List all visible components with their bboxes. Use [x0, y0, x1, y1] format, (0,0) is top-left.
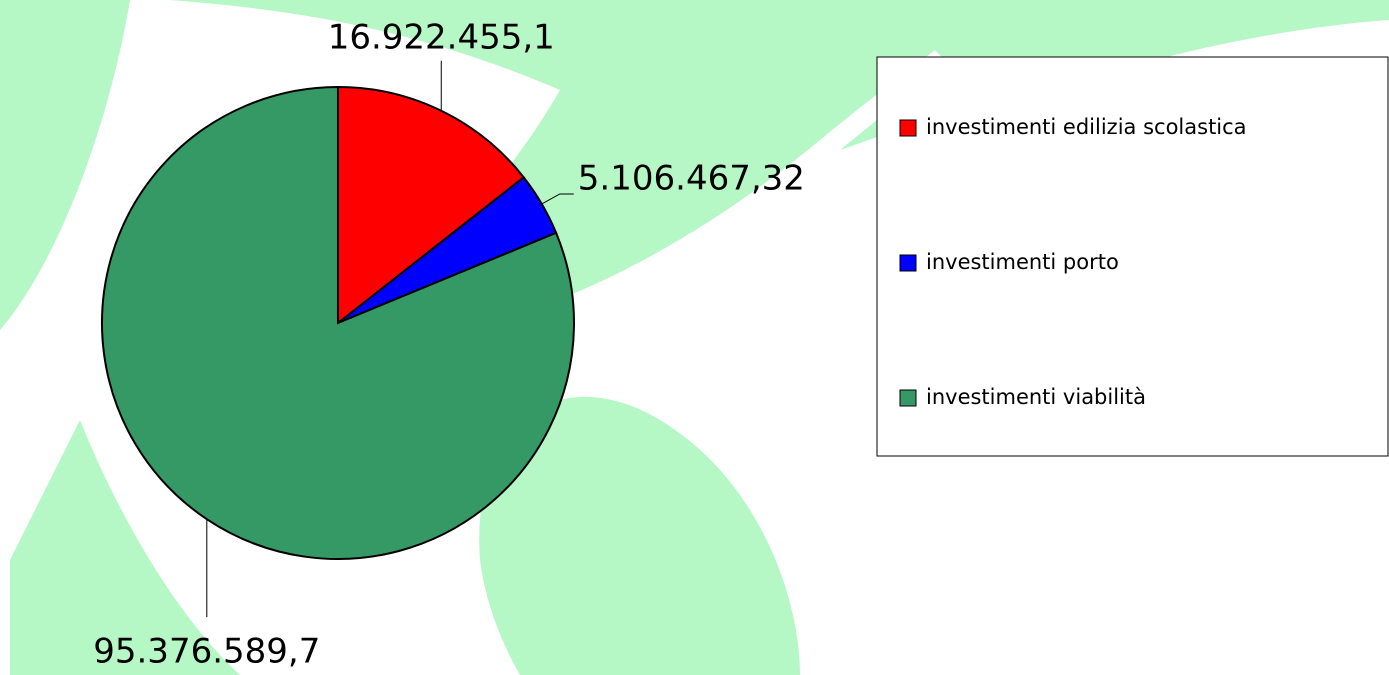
legend-swatch [900, 120, 916, 136]
legend-swatch [900, 390, 916, 406]
value-label: 95.376.589,7 [93, 632, 320, 672]
legend-label: investimenti edilizia scolastica [926, 115, 1247, 139]
value-label: 16.922.455,1 [328, 17, 555, 57]
legend-swatch [900, 255, 916, 271]
chart: 16.922.455,1 5.106.467,32 95.376.589,7 inve… [0, 0, 1389, 675]
legend-label: investimenti porto [926, 250, 1119, 274]
value-label: 5.106.467,32 [578, 158, 805, 198]
legend-label: investimenti viabilità [926, 385, 1146, 409]
